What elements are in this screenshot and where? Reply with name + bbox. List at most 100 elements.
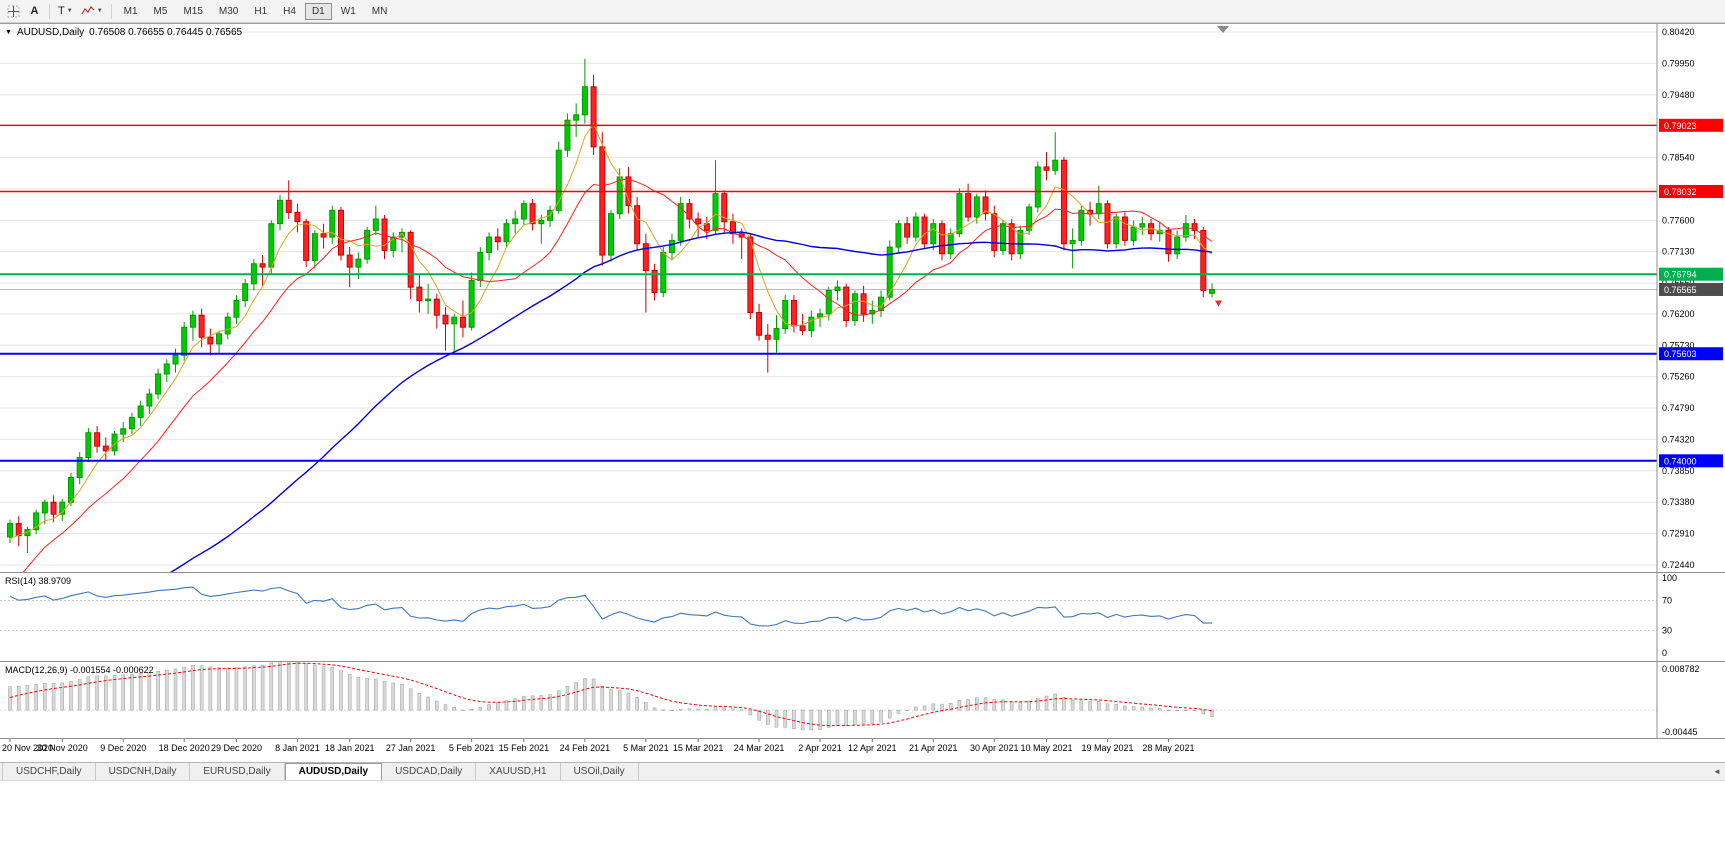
candles (7, 58, 1215, 553)
date-axis-label: 9 Dec 2020 (100, 743, 146, 753)
chart-tab-audusd[interactable]: AUDUSD,Daily (284, 763, 383, 780)
macd-axis-max: 0.008782 (1662, 664, 1700, 674)
time-axis[interactable]: 20 Nov 2020 30 Nov 2020 9 Dec 2020 18 Dec 2… (0, 738, 1725, 760)
rsi-pane: 100 70 30 0 RSI(14) 38.9709 (0, 573, 1725, 661)
price-axis-label: 0.77600 (1662, 215, 1695, 225)
svg-text:0.76794: 0.76794 (1664, 270, 1697, 280)
date-axis-label: 5 Mar 2021 (623, 743, 669, 753)
price-axis-label: 0.74790 (1662, 403, 1695, 413)
price-drop-arrow (1215, 300, 1222, 307)
price-axis-label: 0.80420 (1662, 27, 1695, 37)
indicators-dropdown-button[interactable]: ▼ (77, 2, 107, 21)
ma-line-13 (22, 178, 1213, 572)
date-axis-label: 24 Feb 2021 (560, 743, 611, 753)
svg-text:0.79023: 0.79023 (1664, 121, 1697, 131)
timeframe-button-m1[interactable]: M1 (117, 3, 145, 20)
chevron-down-icon: ▼ (66, 8, 73, 14)
svg-text:0.78032: 0.78032 (1664, 187, 1697, 197)
timeframe-button-d1[interactable]: D1 (304, 2, 332, 20)
pane-separator[interactable] (0, 661, 1725, 662)
price-level-badge (1659, 454, 1723, 468)
date-axis-label: 5 Feb 2021 (449, 743, 495, 753)
rsi-line (9, 586, 1213, 627)
text-t-icon: T (58, 5, 65, 17)
timeframe-button-mn[interactable]: MN (365, 3, 395, 20)
price-axis-label: 0.77130 (1662, 247, 1695, 257)
price-axis-label: 0.79950 (1662, 58, 1695, 68)
chart-tab-usdchf[interactable]: USDCHF,Daily (2, 763, 96, 780)
timeframe-button-h4[interactable]: H4 (276, 3, 303, 20)
date-axis-label: 24 Mar 2021 (734, 743, 785, 753)
price-level-badge (1659, 118, 1723, 132)
tab-scroll-left-button[interactable]: ◄ (1707, 763, 1725, 780)
ma-line-55 (170, 231, 1213, 572)
price-axis-label: 0.72910 (1662, 529, 1695, 539)
date-axis-label: 27 Jan 2021 (386, 743, 436, 753)
rsi-axis-label: 100 (1662, 573, 1677, 583)
date-axis-label: 19 May 2021 (1081, 743, 1133, 753)
price-axis-label: 0.76200 (1662, 309, 1695, 319)
date-axis-label: 20 Nov 2020 (2, 743, 53, 753)
date-axis-label: 28 May 2021 (1142, 743, 1194, 753)
price-axis-label: 0.72440 (1662, 560, 1695, 570)
chart-tabs: USDCHF,Daily USDCNH,Daily EURUSD,Daily AUDU… (2, 763, 639, 780)
chart-tab-bar: USDCHF,Daily USDCNH,Daily EURUSD,Daily AUDU… (0, 762, 1725, 781)
indicator-zigzag-icon (81, 6, 95, 15)
price-level-badge (1659, 267, 1723, 281)
price-axis-label: 0.78540 (1662, 153, 1695, 163)
price-axis-label: 0.74320 (1662, 434, 1695, 444)
date-axis-label: 15 Mar 2021 (673, 743, 724, 753)
current-price-badge (1659, 282, 1723, 296)
rsi-canvas[interactable]: 100 70 30 0 (0, 573, 1725, 661)
text-label-tool-button[interactable]: A (24, 2, 45, 21)
svg-text:0.74000: 0.74000 (1664, 456, 1697, 466)
date-axis-label: 29 Dec 2020 (211, 743, 262, 753)
date-axis-label: 30 Nov 2020 (37, 743, 88, 753)
date-axis-label: 12 Apr 2021 (848, 743, 897, 753)
toolbar-separator (49, 3, 50, 19)
chart-shift-marker[interactable] (1217, 26, 1229, 33)
main-chart-canvas[interactable]: 0.804200.799500.794800.790100.785400.780… (0, 24, 1725, 572)
timeframe-button-h1[interactable]: H1 (247, 3, 274, 20)
date-axis-label: 21 Apr 2021 (909, 743, 958, 753)
price-axis-label: 0.73850 (1662, 466, 1695, 476)
macd-axis-min: -0.00445 (1662, 727, 1698, 737)
rsi-axis-label: 0 (1662, 648, 1667, 658)
date-axis-label: 15 Feb 2021 (499, 743, 550, 753)
chart-window: 0.804200.799500.794800.790100.785400.780… (0, 23, 1725, 760)
chart-tab-eurusd[interactable]: EURUSD,Daily (190, 763, 285, 780)
price-axis-label: 0.75260 (1662, 372, 1695, 382)
date-axis-label: 8 Jan 2021 (275, 743, 320, 753)
date-axis-label: 18 Jan 2021 (325, 743, 375, 753)
timeframe-button-m15[interactable]: M15 (176, 3, 209, 20)
price-axis-label: 0.73380 (1662, 497, 1695, 507)
timeframe-button-m5[interactable]: M5 (147, 3, 175, 20)
text-a-icon: A (30, 5, 39, 17)
date-axis-label: 10 May 2021 (1020, 743, 1072, 753)
chart-tab-usdcad[interactable]: USDCAD,Daily (382, 763, 477, 780)
timeframe-button-w1[interactable]: W1 (334, 3, 363, 20)
crosshair-tool-button[interactable] (3, 2, 24, 21)
timeframe-button-m30[interactable]: M30 (212, 3, 245, 20)
pane-separator[interactable] (0, 572, 1725, 573)
chart-tab-xauusd[interactable]: XAUUSD,H1 (476, 763, 561, 780)
main-price-pane: 0.804200.799500.794800.790100.785400.780… (0, 24, 1725, 572)
svg-text:0.76565: 0.76565 (1664, 285, 1697, 295)
text-tool-button[interactable]: T ▼ (54, 2, 77, 21)
top-toolbar: A T ▼ ▼ M1 M5 M15 M30 H1 H4 D1 W1 MN (0, 0, 1725, 23)
ma-line-5 (9, 122, 1213, 540)
chart-tab-usdcnh[interactable]: USDCNH,Daily (96, 763, 191, 780)
price-level-badge (1659, 184, 1723, 198)
rsi-axis-label: 30 (1662, 626, 1672, 636)
timeframe-toolbar: M1 M5 M15 M30 H1 H4 D1 W1 MN (116, 2, 396, 20)
price-level-badge (1659, 347, 1723, 361)
macd-canvas[interactable]: 0.008782 -0.00445 (0, 662, 1725, 738)
date-axis-label: 30 Apr 2021 (970, 743, 1019, 753)
chart-tab-usoil[interactable]: USOil,Daily (561, 763, 639, 780)
macd-signal-line (9, 662, 1213, 727)
svg-text:0.75603: 0.75603 (1664, 349, 1697, 359)
rsi-axis-label: 70 (1662, 596, 1672, 606)
chevron-down-icon: ▼ (96, 8, 103, 14)
price-axis-label: 0.79480 (1662, 90, 1695, 100)
